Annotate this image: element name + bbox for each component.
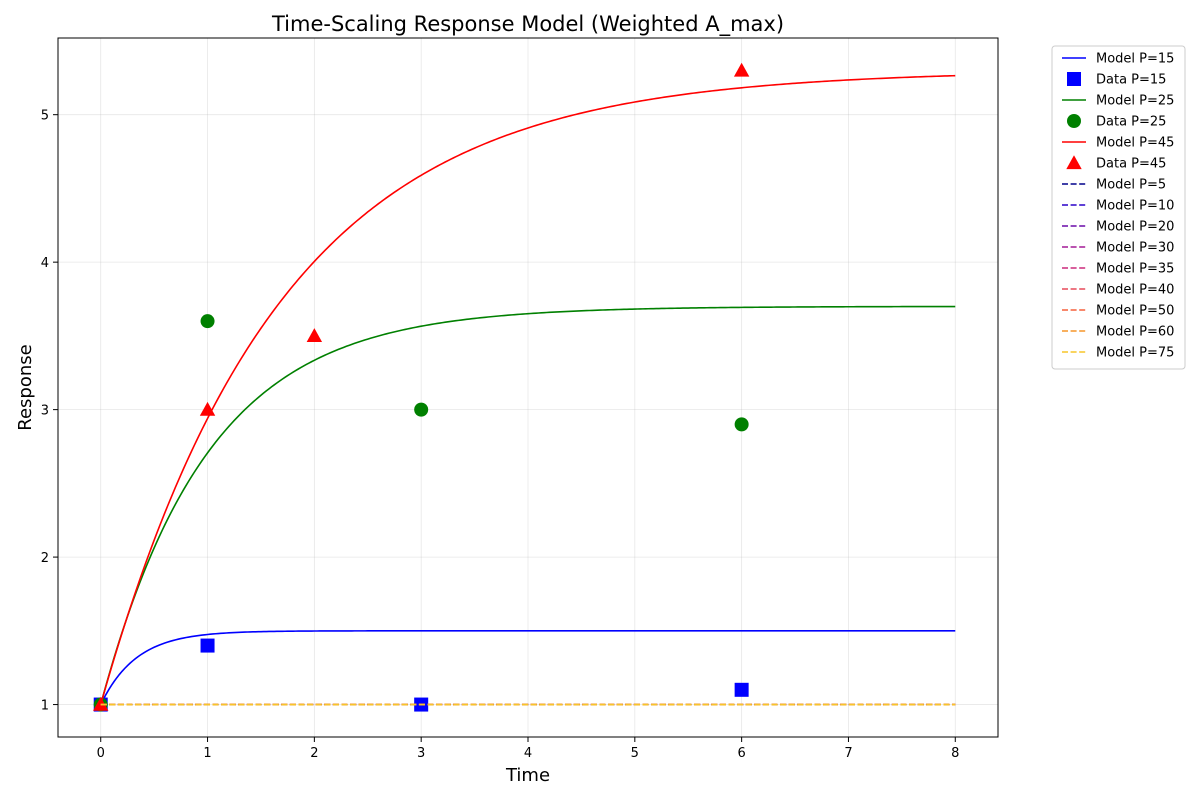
- legend-label: Data P=45: [1096, 157, 1166, 172]
- grid: [58, 38, 998, 737]
- series-line-model-p-45: [99, 74, 956, 705]
- x-tick-label: 0: [97, 746, 105, 761]
- legend-label: Model P=75: [1096, 346, 1174, 361]
- y-axis-label: Response: [15, 344, 36, 430]
- x-tick-label: 2: [310, 746, 318, 761]
- y-tick-label: 4: [41, 256, 49, 271]
- x-tick-label: 1: [203, 746, 211, 761]
- legend-item: Data P=45: [1066, 155, 1166, 172]
- chart-title: Time-Scaling Response Model (Weighted A_…: [271, 12, 784, 37]
- legend-item: Model P=45: [1062, 136, 1174, 151]
- legend-label: Model P=5: [1096, 178, 1166, 193]
- legend-item: Model P=5: [1062, 178, 1166, 193]
- legend-item: Data P=15: [1067, 72, 1166, 88]
- x-tick-label: 6: [737, 746, 745, 761]
- legend-marker-swatch: [1066, 155, 1082, 170]
- data-point: [200, 638, 215, 653]
- legend-marker-swatch: [1067, 114, 1081, 128]
- legend-label: Model P=20: [1096, 220, 1174, 235]
- series-line-model-p-25: [99, 305, 956, 705]
- legend-box: [1051, 45, 1186, 370]
- legend-label: Model P=25: [1096, 94, 1174, 109]
- legend-item: Model P=30: [1062, 241, 1174, 256]
- legend-label: Model P=45: [1096, 136, 1174, 151]
- data-point: [734, 682, 749, 697]
- data-point: [733, 62, 750, 77]
- data-point: [93, 696, 109, 711]
- y-tick-label: 1: [41, 699, 49, 714]
- legend-item: Model P=10: [1062, 199, 1174, 214]
- legend-item: Model P=75: [1062, 346, 1174, 361]
- y-tick-label: 5: [41, 109, 49, 124]
- legend-label: Model P=15: [1096, 52, 1174, 67]
- legend-label: Model P=35: [1096, 262, 1174, 277]
- legend-label: Data P=25: [1096, 115, 1166, 130]
- legend-item: Model P=15: [1062, 52, 1174, 67]
- data-point: [734, 417, 749, 432]
- legend-item: Model P=35: [1062, 262, 1174, 277]
- legend-item: Model P=40: [1062, 283, 1174, 298]
- y-tick-label: 3: [41, 404, 49, 419]
- x-axis-label: Time: [505, 765, 550, 786]
- legend-label: Model P=50: [1096, 304, 1174, 319]
- x-tick-label: 5: [631, 746, 639, 761]
- legend-label: Model P=40: [1096, 283, 1174, 298]
- series-line-model-p-15: [100, 630, 956, 705]
- legend-item: Model P=20: [1062, 220, 1174, 235]
- series-points-data-p-45: [93, 62, 750, 711]
- legend-label: Model P=30: [1096, 241, 1174, 256]
- data-point: [200, 314, 215, 329]
- legend-label: Model P=10: [1096, 199, 1174, 214]
- legend-item: Model P=60: [1062, 325, 1174, 340]
- y-tick-label: 2: [41, 551, 49, 566]
- axis-ticks: 0 1 2 3 4 5 6 7 8 1 2 3 4 5: [41, 109, 960, 761]
- x-tick-label: 4: [524, 746, 532, 761]
- legend-item: Data P=25: [1067, 114, 1166, 130]
- legend-item: Model P=25: [1062, 94, 1174, 109]
- legend: Model P=15 Data P=15 Model P=25 Data P=25 Mo…: [1051, 45, 1186, 370]
- x-tick-label: 7: [844, 746, 852, 761]
- data-point: [199, 401, 216, 416]
- legend-item: Model P=50: [1062, 304, 1174, 319]
- legend-label: Model P=60: [1096, 325, 1174, 340]
- plot-series: [93, 62, 956, 712]
- x-tick-label: 8: [951, 746, 959, 761]
- data-point: [414, 402, 429, 417]
- legend-marker-swatch: [1067, 72, 1081, 86]
- data-point: [306, 328, 323, 343]
- x-tick-label: 3: [417, 746, 425, 761]
- legend-label: Data P=15: [1096, 73, 1166, 88]
